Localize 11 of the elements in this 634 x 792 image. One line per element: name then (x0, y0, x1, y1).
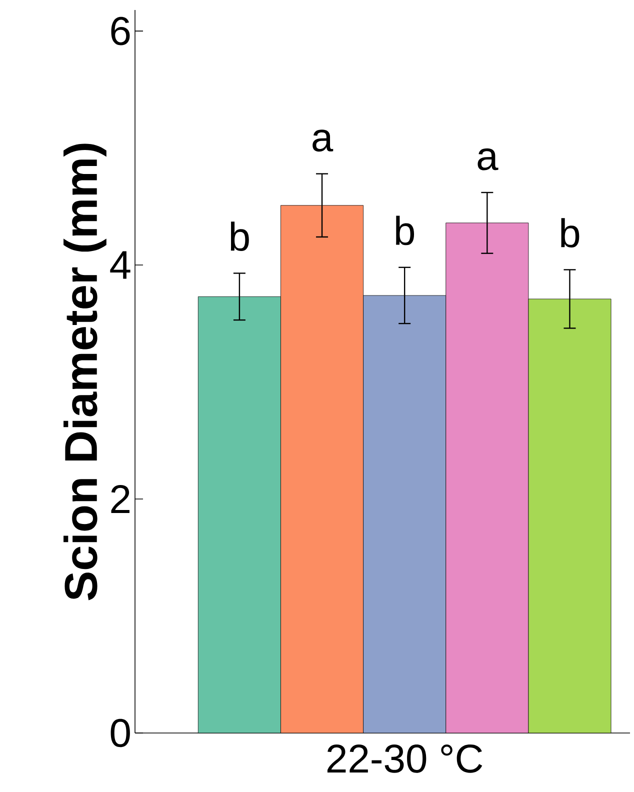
x-tick-label: 22-30 °C (327, 744, 482, 773)
y-tick-label: 2 (111, 485, 130, 513)
y-tick-label: 6 (111, 16, 130, 46)
y-axis-title: Scion Diameter (mm) (64, 144, 106, 600)
annotation: b (396, 216, 414, 246)
y-tick-label: 0 (110, 718, 130, 748)
annotation: b (230, 222, 249, 252)
annotation: a (478, 148, 498, 170)
annotation: b (561, 218, 580, 248)
y-tick-label: 4 (110, 251, 130, 279)
annotation: a (312, 130, 334, 152)
